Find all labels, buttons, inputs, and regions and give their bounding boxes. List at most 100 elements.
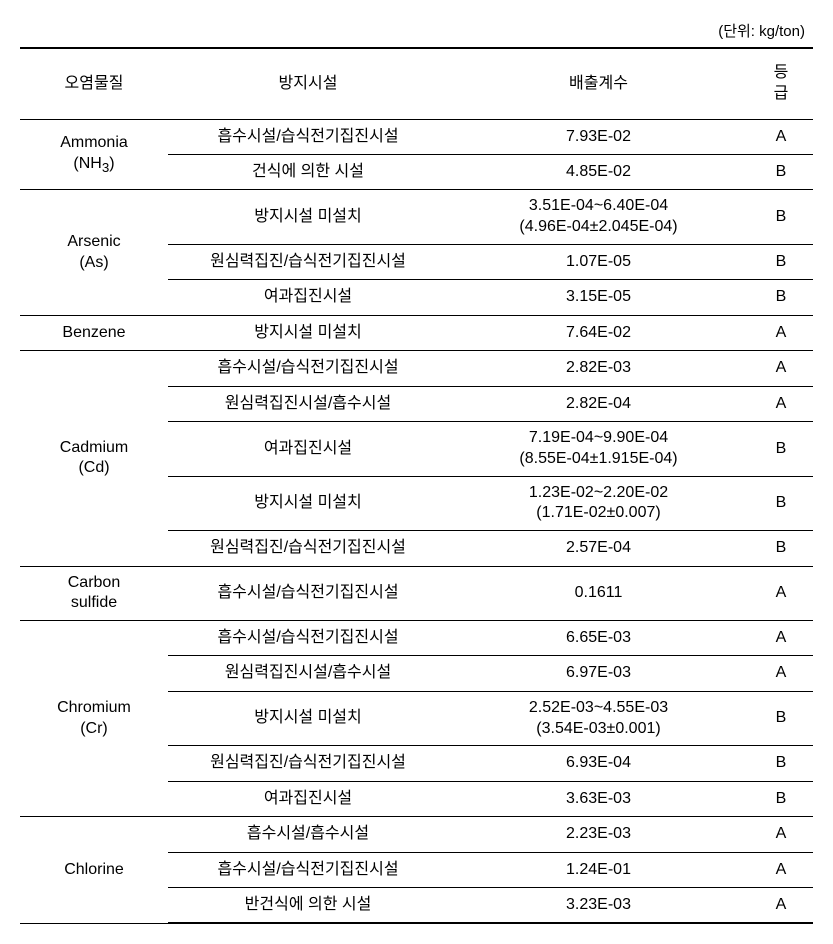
table-row: Chromium(Cr) 흡수시설/습식전기집진시설 6.65E-03 A — [20, 621, 813, 656]
grade-cell: B — [749, 154, 813, 189]
grade-cell: A — [749, 852, 813, 887]
arsenic-l1: Arsenic — [67, 233, 120, 250]
value-l2: (8.55E-04±1.915E-04) — [519, 450, 677, 467]
header-row: 오염물질 방지시설 배출계수 등급 — [20, 48, 813, 119]
value-cell: 1.24E-01 — [448, 852, 749, 887]
facility-cell: 건식에 의한 시설 — [168, 154, 448, 189]
value-l1: 1.23E-02~2.20E-02 — [529, 484, 668, 501]
value-cell: 3.51E-04~6.40E-04 (4.96E-04±2.045E-04) — [448, 190, 749, 245]
grade-cell: A — [749, 386, 813, 421]
grade-cell: A — [749, 621, 813, 656]
grade-cell: A — [749, 656, 813, 691]
arsenic-l2: (As) — [79, 254, 108, 271]
value-cell: 2.82E-04 — [448, 386, 749, 421]
facility-cell: 원심력집진/습식전기집진시설 — [168, 746, 448, 781]
value-l1: 7.19E-04~9.90E-04 — [529, 429, 668, 446]
grade-cell: B — [749, 476, 813, 531]
col-pollutant: 오염물질 — [20, 48, 168, 119]
col-emission-factor: 배출계수 — [448, 48, 749, 119]
facility-cell: 흡수시설/습식전기집진시설 — [168, 566, 448, 621]
value-cell: 3.63E-03 — [448, 781, 749, 816]
value-cell: 1.07E-05 — [448, 244, 749, 279]
grade-cell: B — [749, 531, 813, 566]
grade-cell: B — [749, 421, 813, 476]
emission-table: 오염물질 방지시설 배출계수 등급 Ammonia(NH3) 흡수시설/습식전기… — [20, 47, 813, 924]
value-cell: 7.19E-04~9.90E-04 (8.55E-04±1.915E-04) — [448, 421, 749, 476]
grade-cell: A — [749, 817, 813, 852]
value-cell: 6.93E-04 — [448, 746, 749, 781]
grade-cell: B — [749, 244, 813, 279]
value-cell: 6.97E-03 — [448, 656, 749, 691]
value-l2: (4.96E-04±2.045E-04) — [519, 218, 677, 235]
facility-cell: 흡수시설/습식전기집진시설 — [168, 621, 448, 656]
facility-cell: 원심력집진시설/흡수시설 — [168, 386, 448, 421]
grade-cell: B — [749, 280, 813, 315]
pollutant-chlorine: Chlorine — [20, 817, 168, 924]
facility-cell: 여과집진시설 — [168, 280, 448, 315]
table-row: Cadmium(Cd) 흡수시설/습식전기집진시설 2.82E-03 A — [20, 351, 813, 386]
value-l2: (3.54E-03±0.001) — [536, 720, 660, 737]
value-l1: 3.51E-04~6.40E-04 — [529, 197, 668, 214]
carbons-l2: sulfide — [71, 594, 117, 611]
value-cell: 3.15E-05 — [448, 280, 749, 315]
table-row: Ammonia(NH3) 흡수시설/습식전기집진시설 7.93E-02 A — [20, 119, 813, 154]
pollutant-benzene: Benzene — [20, 315, 168, 350]
col-facility: 방지시설 — [168, 48, 448, 119]
facility-cell: 원심력집진/습식전기집진시설 — [168, 244, 448, 279]
grade-cell: B — [749, 691, 813, 746]
facility-cell: 방지시설 미설치 — [168, 691, 448, 746]
unit-label: (단위: kg/ton) — [20, 20, 813, 41]
carbons-l1: Carbon — [68, 574, 120, 591]
value-cell: 4.85E-02 — [448, 154, 749, 189]
value-cell: 6.65E-03 — [448, 621, 749, 656]
pollutant-chromium: Chromium (Cr) — [20, 621, 168, 817]
pollutant-arsenic: Arsenic (As) — [20, 190, 168, 315]
facility-cell: 방지시설 미설치 — [168, 476, 448, 531]
chromium-l1: Chromium — [57, 699, 131, 716]
grade-cell: B — [749, 190, 813, 245]
table-row: Chlorine 흡수시설/흡수시설 2.23E-03 A — [20, 817, 813, 852]
facility-cell: 원심력집진/습식전기집진시설 — [168, 531, 448, 566]
ammonia-l2b: ) — [109, 155, 114, 172]
facility-cell: 흡수시설/습식전기집진시설 — [168, 852, 448, 887]
table-row: Benzene 방지시설 미설치 7.64E-02 A — [20, 315, 813, 350]
value-cell: 7.93E-02 — [448, 119, 749, 154]
pollutant-cadmium: Cadmium (Cd) — [20, 351, 168, 566]
grade-cell: A — [749, 119, 813, 154]
facility-cell: 흡수시설/흡수시설 — [168, 817, 448, 852]
col-grade: 등급 — [749, 48, 813, 119]
pollutant-carbon-sulfide: Carbon sulfide — [20, 566, 168, 621]
value-cell: 2.82E-03 — [448, 351, 749, 386]
chromium-l2: (Cr) — [80, 720, 108, 737]
grade-cell: A — [749, 351, 813, 386]
facility-cell: 방지시설 미설치 — [168, 315, 448, 350]
value-cell: 7.64E-02 — [448, 315, 749, 350]
grade-cell: A — [749, 888, 813, 924]
ammonia-l2a: (NH — [73, 155, 101, 172]
pollutant-ammonia: Ammonia(NH3) — [20, 119, 168, 190]
col-grade-l2: 급 — [774, 85, 789, 102]
facility-cell: 원심력집진시설/흡수시설 — [168, 656, 448, 691]
cadmium-l2: (Cd) — [78, 459, 109, 476]
facility-cell: 여과집진시설 — [168, 421, 448, 476]
value-cell: 2.52E-03~4.55E-03 (3.54E-03±0.001) — [448, 691, 749, 746]
value-cell: 2.57E-04 — [448, 531, 749, 566]
value-cell: 2.23E-03 — [448, 817, 749, 852]
value-cell: 3.23E-03 — [448, 888, 749, 924]
grade-cell: A — [749, 315, 813, 350]
grade-cell: B — [749, 781, 813, 816]
grade-cell: A — [749, 566, 813, 621]
facility-cell: 여과집진시설 — [168, 781, 448, 816]
ammonia-l1: Ammonia — [60, 134, 128, 151]
value-l2: (1.71E-02±0.007) — [536, 504, 660, 521]
value-cell: 0.1611 — [448, 566, 749, 621]
grade-cell: B — [749, 746, 813, 781]
table-row: Arsenic(As) 방지시설 미설치 3.51E-04~6.40E-04(4… — [20, 190, 813, 245]
facility-cell: 반건식에 의한 시설 — [168, 888, 448, 924]
col-grade-l1: 등 — [774, 64, 789, 81]
facility-cell: 방지시설 미설치 — [168, 190, 448, 245]
value-l1: 2.52E-03~4.55E-03 — [529, 699, 668, 716]
facility-cell: 흡수시설/습식전기집진시설 — [168, 351, 448, 386]
table-row: Carbon sulfide 흡수시설/습식전기집진시설 0.1611 A — [20, 566, 813, 621]
cadmium-l1: Cadmium — [60, 439, 128, 456]
